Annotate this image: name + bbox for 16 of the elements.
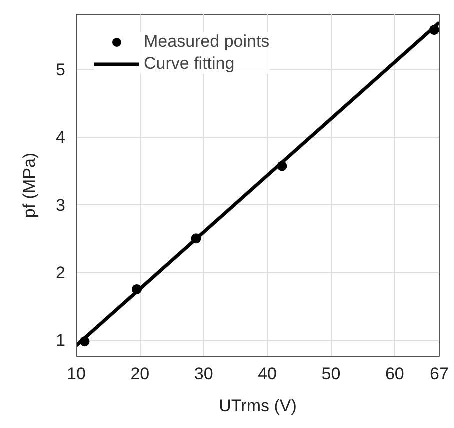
y-tick-label: 5 [56,60,66,80]
x-tick-label: 10 [67,364,86,384]
x-tick-label: 40 [258,364,278,384]
x-tick-label: 60 [385,364,404,384]
x-tick-label: 50 [322,364,341,384]
y-tick-label: 2 [56,264,66,283]
x-axis-title: UTrms (V) [219,396,297,416]
y-tick-label: 4 [56,128,66,148]
x-tick-label: 20 [130,364,150,384]
x-tick-label: 30 [194,364,214,384]
legend-label: Curve fitting [144,54,235,74]
legend-label: Measured points [144,32,270,52]
x-tick-label: 67 [430,364,449,384]
y-tick-label: 3 [56,196,66,215]
y-axis-title: pf (MPa) [20,152,40,218]
y-tick-label: 1 [56,331,66,350]
